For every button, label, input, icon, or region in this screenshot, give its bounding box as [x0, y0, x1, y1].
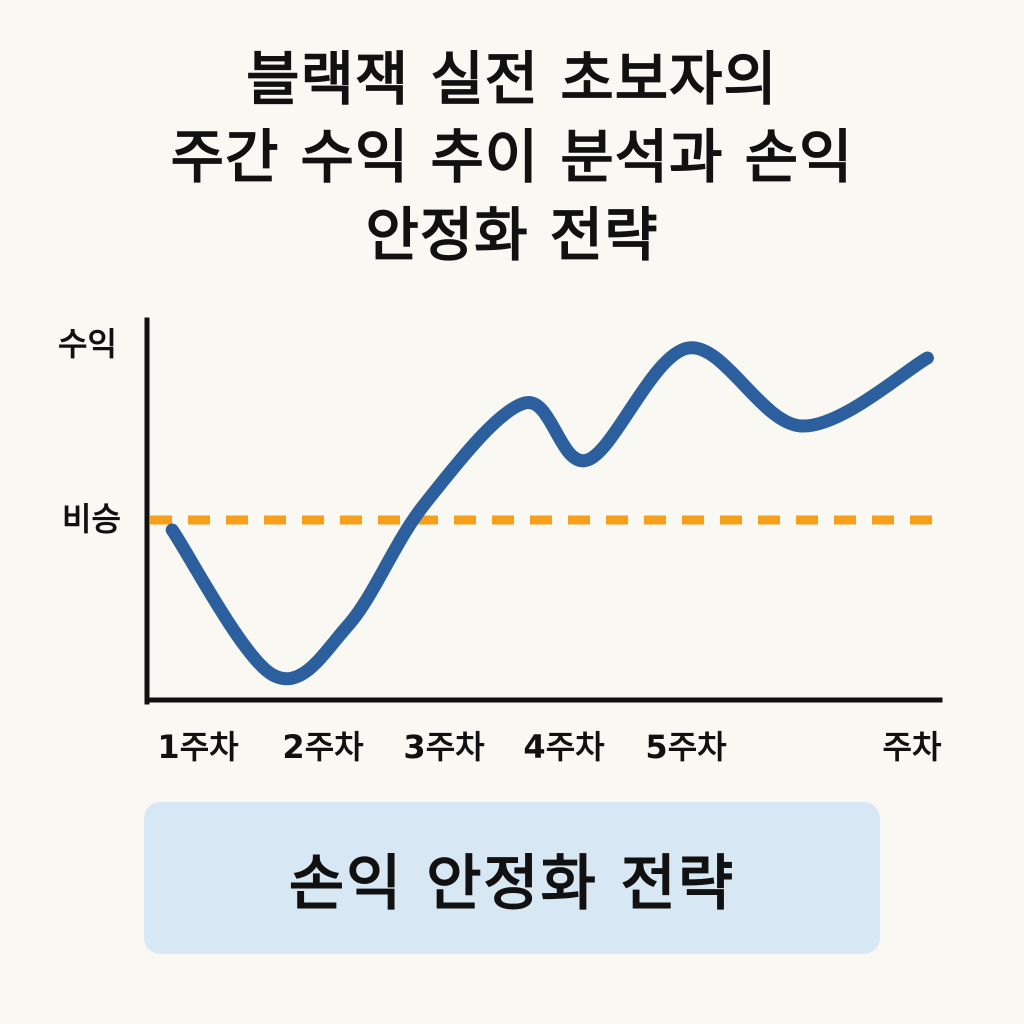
- x-tick-label: 4주차: [523, 728, 605, 766]
- profit-series-line: [165, 341, 934, 686]
- x-tick-label: 1주차: [157, 728, 239, 766]
- title-line-1: 블랙잭 실전 초보자의: [246, 45, 778, 113]
- title-line-3: 안정화 전략: [365, 201, 659, 269]
- strategy-banner: 손익 안정화 전략: [144, 802, 880, 954]
- breakeven-label: 비승: [62, 500, 121, 538]
- banner-text: 손익 안정화 전략: [288, 848, 736, 919]
- page-title: 블랙잭 실전 초보자의 주간 수익 추이 분석과 손익 안정화 전략: [0, 40, 1024, 274]
- x-tick-label: 2주차: [282, 728, 364, 766]
- y-axis-label: 수익: [58, 325, 117, 363]
- x-tick-label: 5주차: [645, 728, 727, 766]
- x-tick-label: 주차: [883, 728, 942, 766]
- x-tick-labels: 1주차 2주차 3주차 4주차 5주차 주차: [157, 728, 942, 766]
- title-line-2: 주간 수익 추이 분석과 손익: [170, 123, 854, 191]
- x-tick-label: 3주차: [403, 728, 485, 766]
